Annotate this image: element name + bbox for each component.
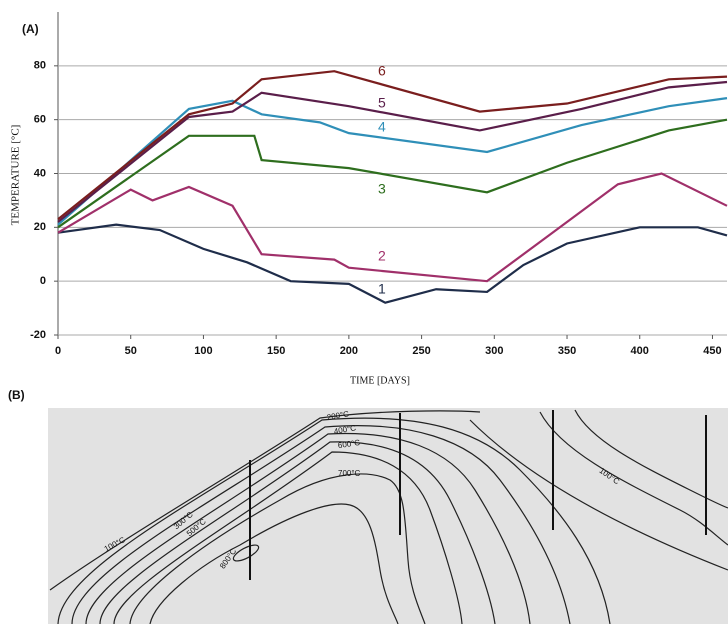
series-label: 2: [378, 248, 386, 264]
panel-label: (B): [8, 388, 25, 402]
y-tick-label: 60: [34, 114, 46, 126]
y-axis-label: TEMPERATURE [°C]: [10, 125, 22, 226]
x-tick-label: 350: [558, 345, 576, 357]
contour-label: 600°C: [337, 438, 361, 450]
contour-label: 200°C: [326, 409, 350, 422]
x-tick-label: 400: [631, 345, 649, 357]
y-tick-label: 20: [34, 221, 46, 233]
x-tick-label: 300: [485, 345, 503, 357]
contour: [469, 419, 728, 571]
series-label: 3: [378, 181, 386, 197]
contour: [574, 409, 728, 509]
contour: [99, 441, 496, 624]
data-line: [57, 97, 728, 226]
x-tick-label: 250: [412, 345, 430, 357]
y-tick-label: 80: [34, 60, 46, 72]
contour-label: 400°C: [333, 423, 357, 436]
x-tick-label: 50: [125, 345, 137, 357]
data-line: [57, 70, 728, 221]
data-line: [57, 223, 728, 304]
contour: [232, 544, 260, 562]
y-tick-label: 40: [34, 167, 46, 179]
x-tick-label: 450: [703, 345, 721, 357]
diagram-background: [48, 408, 728, 624]
x-tick-label: 0: [55, 345, 61, 357]
contour: [85, 432, 531, 624]
contour: [71, 425, 571, 624]
contour-diagram: 200°C 400°C 600°C 700°C 100°C 100°C 300°…: [48, 408, 728, 624]
contour: [113, 451, 463, 624]
x-axis-label: TIME [DAYS]: [350, 375, 410, 386]
panel-label: (A): [22, 22, 39, 36]
contour-label: 700°C: [338, 469, 361, 478]
data-line: [57, 80, 728, 223]
x-tick-label: 200: [340, 345, 358, 357]
data-line: [57, 172, 728, 283]
series-label: 5: [378, 95, 386, 111]
contour: [57, 417, 611, 624]
series-label: 6: [378, 63, 386, 79]
contour: [539, 411, 728, 546]
series-label: 1: [378, 281, 386, 297]
x-tick-label: 100: [194, 345, 212, 357]
y-tick-label: 0: [40, 275, 46, 287]
contour: [129, 473, 426, 624]
contour: [149, 503, 399, 624]
contour: [49, 410, 481, 591]
x-tick-label: 150: [267, 345, 285, 357]
y-tick-label: -20: [30, 329, 46, 341]
series-label: 4: [378, 119, 386, 135]
data-line: [57, 118, 728, 229]
